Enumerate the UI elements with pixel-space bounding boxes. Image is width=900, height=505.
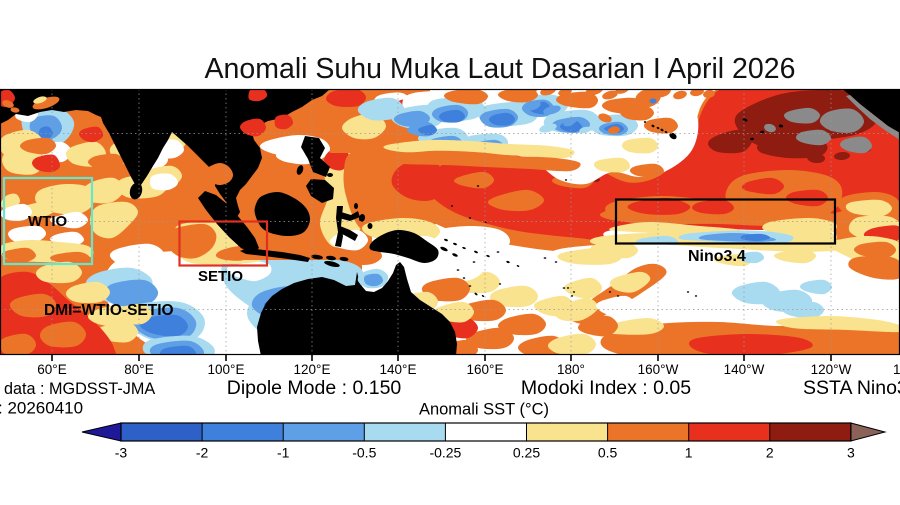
svg-text:0.25: 0.25 [513, 445, 540, 461]
svg-text:180°: 180° [557, 362, 585, 377]
svg-text:-3: -3 [115, 445, 128, 461]
svg-text:-1: -1 [277, 445, 290, 461]
svg-text:60°E: 60°E [37, 362, 66, 377]
svg-text:1: 1 [893, 362, 900, 377]
svg-text:0.5: 0.5 [598, 445, 618, 461]
svg-text:120°E: 120°E [294, 362, 331, 377]
svg-text:Modoki Index : 0.05: Modoki Index : 0.05 [521, 377, 691, 399]
svg-text:2: 2 [766, 445, 774, 461]
svg-text:140°E: 140°E [380, 362, 417, 377]
svg-text:80°E: 80°E [124, 362, 153, 377]
svg-text:-2: -2 [196, 445, 209, 461]
svg-text:data : MGDSST-JMA: data : MGDSST-JMA [4, 380, 155, 398]
svg-text:-0.25: -0.25 [429, 445, 461, 461]
svg-text:160°E: 160°E [467, 362, 504, 377]
svg-text:100°E: 100°E [208, 362, 245, 377]
svg-text:: 20260410: : 20260410 [0, 399, 83, 418]
svg-text:Anomali SST (°C): Anomali SST (°C) [419, 401, 549, 419]
svg-text:1: 1 [685, 445, 693, 461]
svg-text:140°W: 140°W [724, 362, 765, 377]
svg-text:WTIO: WTIO [28, 213, 67, 230]
svg-text:Anomali Suhu Muka Laut Dasaria: Anomali Suhu Muka Laut Dasarian I April … [205, 53, 796, 85]
svg-text:DMI=WTIO-SETIO: DMI=WTIO-SETIO [44, 302, 174, 319]
svg-text:SETIO: SETIO [198, 268, 243, 285]
svg-text:160°W: 160°W [638, 362, 679, 377]
svg-text:Dipole Mode : 0.150: Dipole Mode : 0.150 [227, 377, 402, 399]
svg-text:Nino3.4: Nino3.4 [688, 248, 746, 265]
svg-text:120°W: 120°W [811, 362, 852, 377]
svg-text:-0.5: -0.5 [352, 445, 376, 461]
svg-text:SSTA Nino34 : +0.9: SSTA Nino34 : +0.9 [803, 377, 900, 399]
svg-text:3: 3 [847, 445, 855, 461]
